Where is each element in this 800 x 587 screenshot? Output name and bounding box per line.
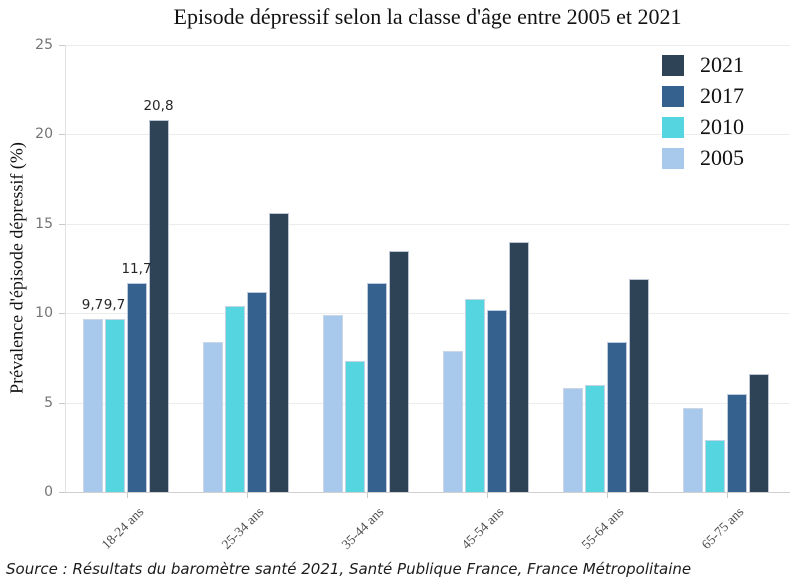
x-tick-mark: [486, 492, 488, 498]
x-tick-mark: [246, 492, 248, 498]
x-axis-line: [65, 492, 790, 493]
legend-swatch-2017: [662, 85, 684, 107]
source-note: Source : Résultats du baromètre santé 20…: [6, 560, 692, 578]
legend-item-2017: 2017: [662, 85, 744, 107]
x-tick-label-35-44-ans: 35-44 ans: [338, 504, 387, 552]
y-tick-mark: [59, 45, 65, 46]
gridline-y5: [65, 402, 790, 404]
bar-2010-35-44-ans: [344, 361, 365, 492]
x-tick-label-18-24-ans: 18-24 ans: [98, 504, 147, 552]
bar-2010-55-64-ans: [584, 384, 605, 492]
y-tick-mark: [59, 313, 65, 315]
legend-label-2021: 2021: [700, 52, 744, 77]
y-axis-title: Prévalence d'épisode dépressif (%): [6, 142, 27, 394]
bar-2005-25-34-ans: [202, 341, 223, 492]
y-tick-mark: [59, 402, 65, 404]
bar-2005-35-44-ans: [322, 314, 343, 492]
gridline-y25: [65, 45, 790, 46]
legend-item-2021: 2021: [662, 54, 744, 76]
legend-swatch-2021: [662, 54, 684, 76]
legend-item-2005: 2005: [662, 147, 744, 169]
legend-swatch-2005: [662, 147, 684, 169]
bar-2021-35-44-ans: [388, 250, 409, 492]
bar-2017-18-24-ans: [126, 282, 147, 492]
bar-2021-25-34-ans: [268, 213, 289, 492]
bar-2017-65-75-ans: [726, 393, 747, 492]
bar-2010-25-34-ans: [224, 306, 245, 492]
bar-2021-55-64-ans: [628, 279, 649, 492]
bar-2010-65-75-ans: [704, 440, 725, 492]
bar-2021-18-24-ans: [148, 120, 169, 492]
y-tick-label: 20: [35, 126, 53, 143]
gridline-y15: [65, 223, 790, 225]
bar-value-label-2017: 11,7: [121, 260, 152, 277]
bar-value-label-2005: 9,7: [81, 296, 104, 313]
legend-label-2017: 2017: [700, 83, 744, 108]
bar-2010-45-54-ans: [464, 298, 485, 492]
bar-2005-45-54-ans: [442, 350, 463, 492]
x-tick-label-65-75-ans: 65-75 ans: [698, 504, 747, 552]
bar-value-label-2010: 9,7: [103, 296, 126, 313]
legend-label-2005: 2005: [700, 145, 744, 170]
x-tick-mark: [126, 492, 128, 498]
bar-2017-45-54-ans: [486, 309, 507, 492]
x-tick-mark: [366, 492, 368, 498]
x-tick-mark: [606, 492, 608, 498]
y-tick-label: 25: [35, 37, 53, 53]
y-tick-mark: [59, 492, 65, 493]
bar-2005-18-24-ans: [82, 318, 103, 492]
bar-2005-55-64-ans: [562, 388, 583, 492]
y-tick-label: 5: [44, 394, 53, 411]
x-tick-label-55-64-ans: 55-64 ans: [578, 504, 627, 552]
bar-2017-25-34-ans: [246, 291, 267, 492]
bar-2021-65-75-ans: [748, 373, 769, 492]
bar-2010-18-24-ans: [104, 318, 125, 492]
bar-2021-45-54-ans: [508, 241, 529, 492]
y-tick-label: 0: [44, 484, 53, 500]
y-tick-label: 10: [35, 305, 53, 322]
y-tick-label: 15: [35, 215, 53, 232]
bar-2005-65-75-ans: [682, 407, 703, 492]
x-tick-label-25-34-ans: 25-34 ans: [218, 504, 267, 552]
bar-value-label-2021: 20,8: [143, 98, 174, 115]
y-tick-mark: [59, 223, 65, 225]
chart-title: Episode dépressif selon la classe d'âge …: [173, 4, 682, 29]
bar-2017-35-44-ans: [366, 282, 387, 492]
gridline-y10: [65, 313, 790, 315]
legend: 2021 2017 2010 2005: [662, 54, 744, 169]
x-tick-mark: [726, 492, 728, 498]
y-tick-mark: [59, 134, 65, 136]
legend-label-2010: 2010: [700, 114, 744, 139]
x-tick-label-45-54-ans: 45-54 ans: [458, 504, 507, 552]
bar-2017-55-64-ans: [606, 341, 627, 492]
y-axis-spine: [65, 45, 66, 492]
legend-swatch-2010: [662, 116, 684, 138]
legend-item-2010: 2010: [662, 116, 744, 138]
gridline-y20: [65, 134, 790, 136]
